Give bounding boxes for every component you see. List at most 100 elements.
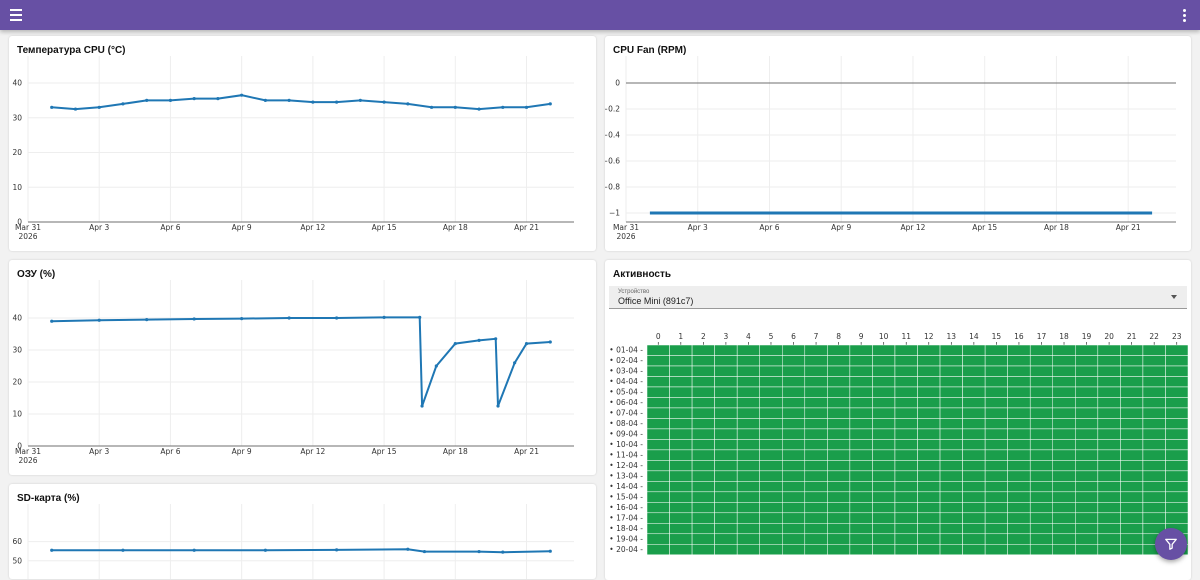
heatmap-day-label: • 12-04 - bbox=[609, 461, 643, 470]
heatmap-cell bbox=[1165, 407, 1189, 419]
heatmap-cell bbox=[1097, 470, 1121, 482]
heatmap-cell bbox=[872, 544, 896, 556]
heatmap-hour-label: 8 bbox=[836, 332, 841, 341]
heatmap-cell bbox=[1029, 523, 1054, 535]
heatmap-cell bbox=[736, 523, 760, 535]
heatmap-cell bbox=[714, 449, 738, 461]
heatmap-cell bbox=[1007, 386, 1031, 398]
heatmap-cell bbox=[984, 397, 1008, 409]
heatmap-cell bbox=[1029, 344, 1054, 356]
heatmap-cell bbox=[1029, 386, 1054, 398]
heatmap-cell bbox=[827, 418, 851, 430]
heatmap-cell bbox=[1029, 470, 1054, 482]
heatmap-cell bbox=[1007, 449, 1031, 461]
data-point bbox=[287, 316, 291, 320]
heatmap-cell bbox=[1165, 376, 1189, 388]
heatmap-cell bbox=[827, 512, 851, 524]
heatmap-cell bbox=[1007, 470, 1031, 482]
heatmap-hour-label: 12 bbox=[924, 332, 934, 341]
heatmap-cell bbox=[1142, 428, 1166, 440]
x-tick-label: Apr 18 bbox=[443, 223, 468, 232]
x-tick-label: Mar 31 bbox=[15, 223, 41, 232]
heatmap-hour-label: 4 bbox=[746, 332, 751, 341]
heatmap-cell bbox=[759, 376, 783, 388]
heatmap-cell bbox=[1142, 397, 1166, 409]
heatmap-cell bbox=[962, 470, 986, 482]
heatmap-cell bbox=[691, 449, 715, 461]
heatmap-cell bbox=[1075, 460, 1099, 472]
heatmap-cell bbox=[827, 397, 851, 409]
heatmap-cell bbox=[714, 407, 738, 419]
heatmap-cell bbox=[1142, 439, 1166, 451]
heatmap-cell bbox=[804, 397, 828, 409]
heatmap-cell bbox=[646, 386, 670, 398]
x-tick-label: Apr 12 bbox=[901, 223, 926, 232]
heatmap-cell bbox=[849, 439, 873, 451]
heatmap-cell bbox=[1007, 512, 1031, 524]
heatmap-cell bbox=[1120, 512, 1144, 524]
heatmap-cell bbox=[782, 491, 806, 503]
heatmap-cell bbox=[1029, 449, 1054, 461]
heatmap-cell bbox=[691, 491, 715, 503]
data-point bbox=[168, 98, 173, 102]
x-tick-label: Apr 15 bbox=[972, 223, 997, 232]
heatmap-cell bbox=[669, 533, 693, 545]
heatmap-cell bbox=[917, 439, 941, 451]
heatmap-cell bbox=[804, 481, 828, 493]
heatmap-hour-label: 5 bbox=[769, 332, 774, 341]
data-point bbox=[50, 105, 54, 109]
heatmap-cell bbox=[782, 355, 806, 367]
menu-icon[interactable] bbox=[6, 5, 26, 25]
filter-button[interactable] bbox=[1155, 528, 1187, 560]
heatmap-cell bbox=[917, 502, 941, 514]
heatmap-cell bbox=[782, 428, 806, 440]
heatmap-cell bbox=[736, 428, 760, 440]
heatmap-cell bbox=[1052, 355, 1076, 367]
heatmap-hour-label: 7 bbox=[814, 332, 819, 341]
heatmap-cell bbox=[714, 418, 738, 430]
heatmap-cell bbox=[759, 397, 783, 409]
heatmap-cell bbox=[1052, 460, 1076, 472]
heatmap-cell bbox=[1029, 533, 1054, 545]
heatmap-cell bbox=[894, 533, 918, 545]
heatmap-hour-label: 9 bbox=[859, 332, 864, 341]
device-select[interactable]: Устройство Office Mini (891c7) bbox=[609, 286, 1187, 309]
heatmap-cell bbox=[1120, 407, 1144, 419]
heatmap-cell bbox=[894, 481, 918, 493]
heatmap-cell bbox=[1097, 523, 1121, 535]
more-vert-icon[interactable] bbox=[1176, 5, 1192, 25]
heatmap-cell bbox=[1007, 544, 1031, 556]
y-tick-label: −1 bbox=[609, 209, 620, 218]
heatmap-cell bbox=[1052, 523, 1076, 535]
heatmap-cell bbox=[894, 512, 918, 524]
heatmap-cell bbox=[1029, 491, 1054, 503]
heatmap-cell bbox=[736, 544, 760, 556]
heatmap-cell bbox=[917, 481, 941, 493]
heatmap-cell bbox=[872, 512, 896, 524]
heatmap-cell bbox=[962, 544, 986, 556]
heatmap-cell bbox=[1007, 533, 1031, 545]
data-point bbox=[501, 105, 505, 109]
data-point bbox=[97, 318, 101, 322]
heatmap-day-label: • 18-04 - bbox=[609, 524, 643, 533]
heatmap-cell bbox=[1029, 355, 1054, 367]
x-tick-label: Apr 21 bbox=[514, 223, 539, 232]
heatmap-cell bbox=[646, 470, 670, 482]
heatmap-cell bbox=[872, 365, 896, 377]
y-tick-label: 10 bbox=[12, 410, 22, 419]
heatmap-cell bbox=[1097, 449, 1121, 461]
ram-title: ОЗУ (%) bbox=[17, 269, 56, 280]
heatmap-cell bbox=[1120, 544, 1144, 556]
heatmap-cell bbox=[939, 344, 963, 356]
data-point bbox=[548, 102, 552, 106]
heatmap-cell bbox=[669, 512, 693, 524]
heatmap-cell bbox=[669, 355, 693, 367]
heatmap-day-label: • 15-04 - bbox=[609, 493, 643, 502]
heatmap-cell bbox=[984, 460, 1008, 472]
data-point bbox=[73, 107, 78, 111]
heatmap-cell bbox=[1165, 470, 1189, 482]
heatmap-cell bbox=[939, 502, 963, 514]
heatmap-cell bbox=[669, 523, 693, 535]
heatmap-cell bbox=[1029, 428, 1054, 440]
